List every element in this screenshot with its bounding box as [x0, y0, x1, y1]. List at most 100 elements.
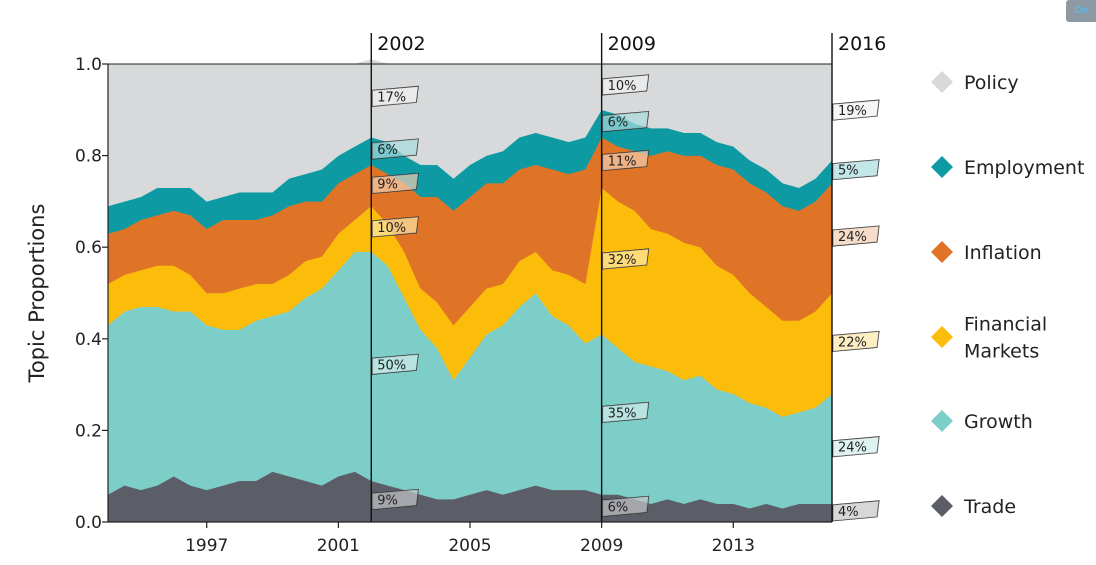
flag-box: [832, 330, 880, 352]
flag-label: 35%: [608, 406, 637, 421]
flag-box-tint: [602, 150, 649, 171]
x-tick-label: 1997: [185, 536, 228, 556]
flag-box-tint: [833, 436, 879, 457]
legend-label: Markets: [964, 341, 1039, 363]
flag-box-tint: [372, 489, 419, 510]
y-tick-label: 0.6: [75, 238, 102, 258]
x-tick-label: 2001: [317, 536, 360, 556]
flag-annotation: 9%: [371, 488, 419, 510]
x-tick-label: 2013: [712, 536, 755, 556]
legend-label: Trade: [963, 496, 1016, 518]
flag-box: [832, 159, 880, 181]
flag-box: [602, 401, 650, 423]
x-tick-label: 2009: [580, 536, 623, 556]
flag-box-tint: [372, 139, 419, 160]
flag-annotation: 32%: [602, 248, 650, 270]
flag-annotation: 22%: [832, 330, 880, 352]
y-axis-title: Topic Proportions: [25, 204, 49, 384]
flag-annotation: 10%: [371, 216, 419, 238]
flag-annotation: 24%: [832, 225, 880, 247]
flag-annotation: 6%: [602, 495, 650, 517]
x-tick-label: 2005: [448, 536, 491, 556]
legend-label: Growth: [964, 411, 1033, 433]
flag-annotation: 11%: [602, 149, 650, 172]
flag-box-tint: [833, 159, 879, 180]
flag-box: [832, 99, 880, 121]
flag-box: [371, 488, 419, 510]
flag-box: [371, 216, 419, 238]
legend-label: Policy: [964, 72, 1019, 94]
y-tick-label: 0.2: [75, 421, 102, 441]
flag-box-tint: [602, 74, 649, 95]
y-tick-label: 0.8: [75, 147, 102, 167]
flag-box-tint: [372, 354, 419, 375]
flag-box-tint: [833, 100, 879, 121]
legend-label: Financial: [964, 314, 1047, 336]
flag-annotation: 19%: [832, 99, 880, 121]
flag-annotation: 10%: [602, 74, 650, 96]
flag-box: [371, 138, 419, 160]
y-tick-label: 0.4: [75, 330, 102, 350]
legend-label: Inflation: [964, 242, 1042, 264]
flag-annotation: 5%: [832, 159, 880, 181]
flag-label: 11%: [608, 154, 637, 169]
flag-annotation: 6%: [602, 110, 650, 133]
flag-box-tint: [833, 226, 879, 247]
flag-box: [832, 436, 880, 458]
flag-box: [602, 74, 650, 96]
flag-label: 19%: [838, 104, 867, 119]
flag-label: 50%: [377, 358, 406, 373]
flag-annotation: 17%: [371, 85, 419, 107]
flag-label: 6%: [608, 500, 629, 515]
flag-box-tint: [602, 402, 649, 423]
marker-label-2009: 2009: [608, 33, 656, 55]
flag-label: 9%: [377, 493, 398, 508]
flag-box-tint: [602, 111, 649, 132]
flag-label: 5%: [838, 164, 859, 179]
flag-box: [602, 110, 650, 133]
y-tick-label: 1.0: [75, 55, 102, 75]
y-tick-label: 0.0: [75, 513, 102, 533]
flag-box: [602, 248, 650, 270]
flag-label: 4%: [838, 505, 859, 520]
flag-annotation: 4%: [832, 500, 880, 522]
flag-annotation: 35%: [602, 401, 650, 423]
flag-label: 17%: [377, 90, 406, 105]
flag-label: 6%: [608, 116, 629, 131]
flag-annotation: 9%: [371, 172, 419, 194]
legend-swatch-inflation: [931, 241, 953, 263]
flag-box-tint: [372, 216, 419, 237]
flag-box: [832, 500, 880, 522]
flag-box: [602, 495, 650, 517]
flag-label: 10%: [377, 221, 406, 236]
flag-annotation: 50%: [371, 353, 419, 375]
legend-swatch-trade: [931, 495, 953, 517]
legend-label: Employment: [964, 157, 1084, 179]
legend-swatch-employment: [931, 156, 953, 178]
legend-swatch-growth: [931, 410, 953, 432]
corner-button[interactable]: Do: [1066, 0, 1096, 22]
flag-box: [371, 172, 419, 194]
flag-label: 6%: [377, 143, 398, 158]
flag-label: 24%: [838, 441, 867, 456]
legend-swatch-financial-markets: [931, 326, 953, 348]
flag-label: 24%: [838, 230, 867, 245]
flag-box-tint: [833, 331, 879, 352]
flag-box: [832, 225, 880, 247]
marker-label-2016: 2016: [838, 33, 886, 55]
flag-box-tint: [833, 500, 879, 521]
flag-box: [371, 85, 419, 107]
flag-label: 10%: [608, 79, 637, 94]
flag-annotation: 6%: [371, 138, 419, 160]
flag-box-tint: [602, 496, 649, 517]
flag-box-tint: [372, 173, 419, 194]
flag-label: 22%: [838, 335, 867, 350]
legend-swatch-policy: [931, 71, 953, 93]
flag-label: 32%: [608, 253, 637, 268]
marker-label-2002: 2002: [377, 33, 425, 55]
flag-box-tint: [602, 248, 649, 269]
flag-label: 9%: [377, 177, 398, 192]
flag-box-tint: [372, 86, 419, 107]
flag-annotation: 24%: [832, 436, 880, 458]
